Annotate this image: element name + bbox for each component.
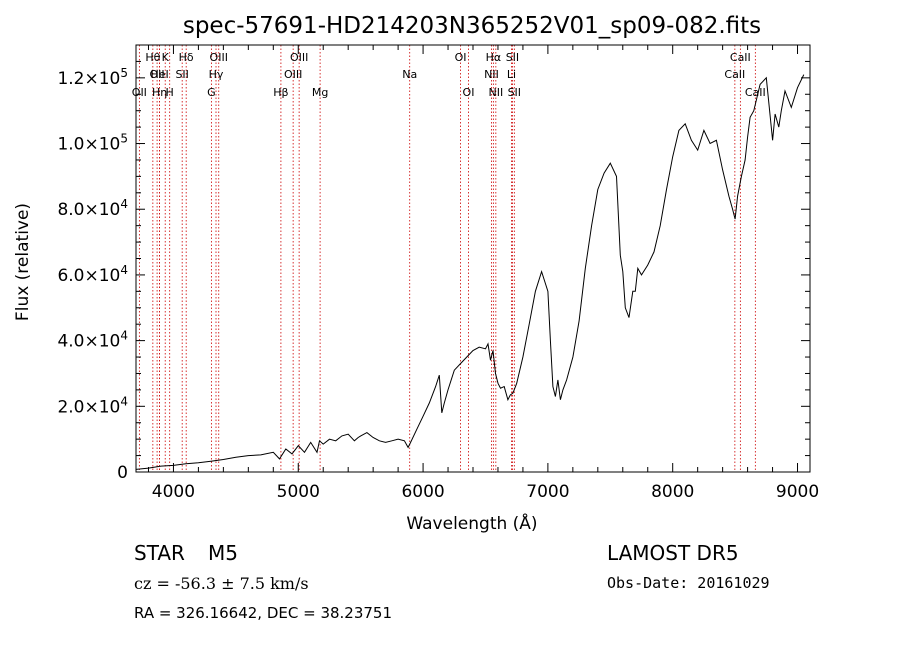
plot-frame [135, 44, 811, 473]
y-tick-label: 6.0×104 [57, 263, 128, 286]
spectral-line-label: Mg [312, 86, 328, 99]
spectral-line-label: NII [488, 86, 503, 99]
y-tick-label: 0 [117, 463, 128, 483]
x-tick-label: 5000 [277, 482, 320, 502]
redshift-velocity: cz = -56.3 ± 7.5 km/s [134, 574, 309, 593]
y-tick-label: 2.0×104 [57, 394, 128, 417]
spectral-line-markers [138, 45, 756, 472]
spectral-line-label: Hβ [273, 86, 288, 99]
y-axis: 0 2.0×104 4.0×104 6.0×104 8.0×104 1.0×105 1.2×… [57, 44, 810, 483]
x-axis-label: Wavelength (Å) [406, 512, 537, 534]
coordinates: RA = 326.16642, DEC = 38.23751 [134, 604, 393, 622]
spectral-line-label: Hθ [145, 51, 160, 64]
spectral-line-label: Hα [486, 51, 502, 64]
survey-name: LAMOST DR5 [607, 541, 739, 565]
spectrum-line [135, 74, 805, 470]
spectral-line-label: HeI [150, 68, 168, 81]
y-tick-label: 1.0×105 [57, 132, 128, 155]
x-axis: 4000 5000 6000 7000 8000 9000 [147, 45, 819, 502]
spectral-line-label: Li [507, 68, 516, 81]
chart-title: spec-57691-HD214203N365252V01_sp09-082.f… [183, 13, 761, 39]
spectral-line-label: OIII [210, 51, 228, 64]
x-tick-label: 9000 [776, 482, 819, 502]
observation-date: Obs-Date: 20161029 [607, 574, 770, 592]
subclass: M5 [208, 541, 238, 565]
spectral-line-label: Hγ [209, 68, 224, 81]
spectral-line-label: OI [463, 86, 475, 99]
spectral-line-label: OIII [284, 68, 302, 81]
x-tick-label: 8000 [651, 482, 694, 502]
x-tick-label: 7000 [526, 482, 569, 502]
spectral-line-label: Na [402, 68, 417, 81]
spectral-line-label: H [166, 86, 174, 99]
spectral-line-label: Hη [152, 86, 167, 99]
spectral-line-label: CaII [724, 68, 745, 81]
spectral-line-label: SII [506, 51, 519, 64]
spectral-line-label: K [162, 51, 170, 64]
spectral-line-label: Hδ [179, 51, 194, 64]
y-tick-label: 4.0×104 [57, 329, 128, 352]
spectral-line-label: OII [150, 68, 165, 81]
spectral-line-label: CaII [745, 86, 766, 99]
spectral-line-label: SII [175, 68, 188, 81]
spectral-line-label: SII [508, 86, 521, 99]
spectral-line-label: CaII [730, 51, 751, 64]
object-class: STAR [134, 541, 185, 565]
spectral-line-label: OII [132, 86, 147, 99]
x-tick-label: 4000 [152, 482, 195, 502]
y-tick-label: 8.0×104 [57, 197, 128, 220]
y-tick-label: 1.2×105 [57, 66, 128, 89]
spectral-line-label: OIII [290, 51, 308, 64]
spectral-line-label: G [207, 86, 216, 99]
y-axis-label: Flux (relative) [13, 203, 33, 321]
x-tick-label: 6000 [401, 482, 444, 502]
spectral-line-label: OI [455, 51, 467, 64]
spectral-line-label: NII [484, 68, 499, 81]
